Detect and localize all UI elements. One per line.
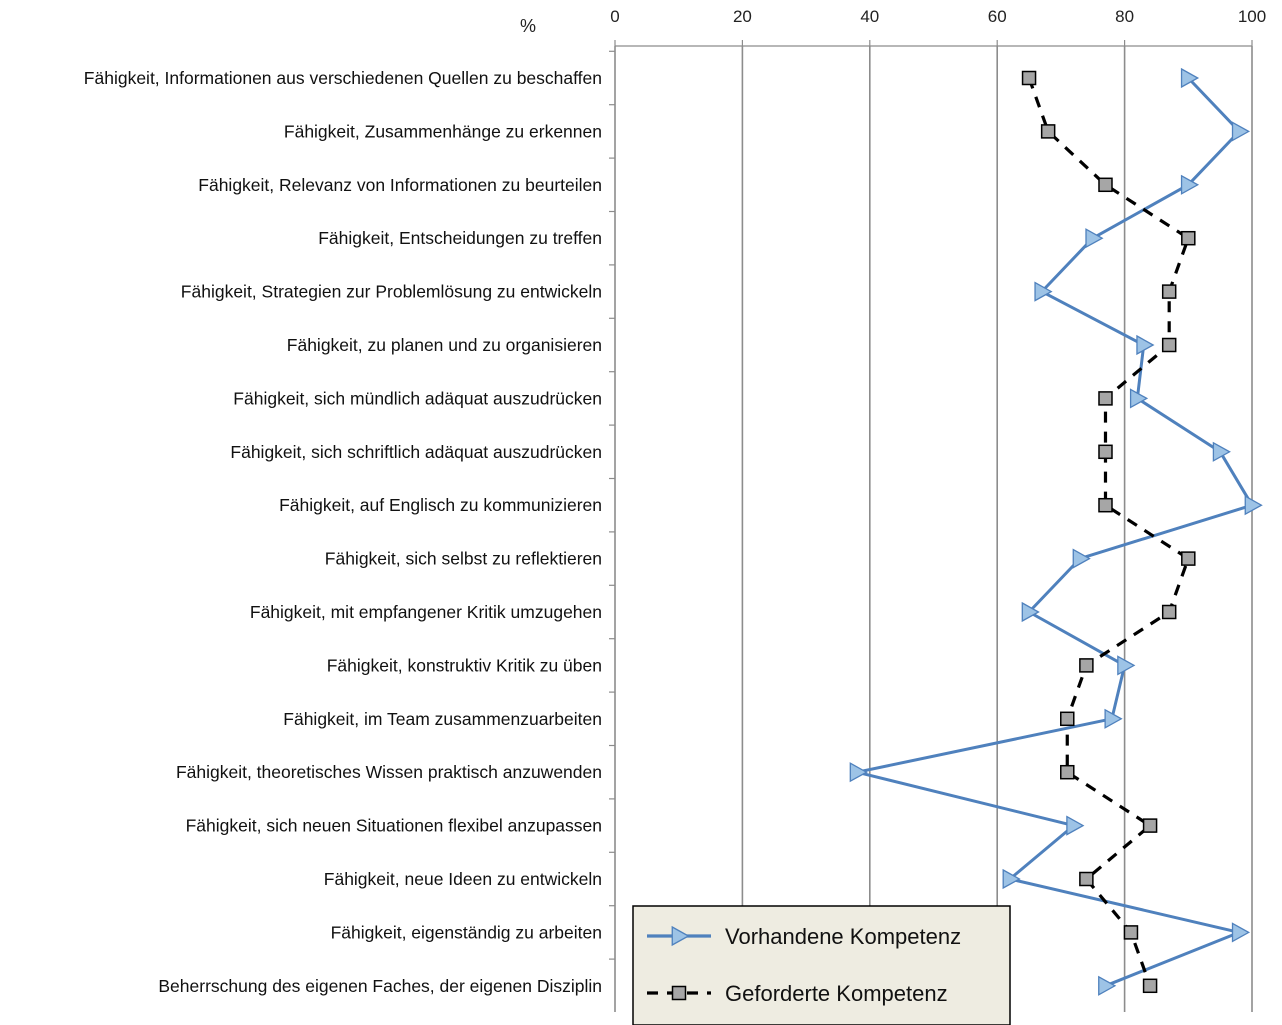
category-label: Fähigkeit, eigenständig zu arbeiten bbox=[331, 922, 602, 942]
axis-layer: 0 20 40 60 80 100% bbox=[520, 7, 1266, 1012]
data-point-triangle bbox=[1180, 67, 1200, 89]
data-point-triangle bbox=[1104, 708, 1123, 729]
data-point-triangle bbox=[1098, 975, 1117, 996]
x-tick-label: 40 bbox=[860, 7, 879, 26]
data-point-square bbox=[1098, 444, 1113, 460]
data-point-triangle bbox=[1231, 121, 1251, 142]
data-point-triangle bbox=[1231, 922, 1251, 943]
legend-triangle-icon bbox=[671, 925, 690, 947]
data-point-square bbox=[1098, 497, 1113, 513]
x-tick-label: 0 bbox=[610, 7, 619, 26]
data-point-square bbox=[1079, 871, 1094, 887]
data-point-triangle bbox=[1129, 388, 1149, 409]
category-label: Fähigkeit, Relevanz von Informationen zu… bbox=[198, 175, 602, 195]
category-label: Fähigkeit, Informationen aus verschieden… bbox=[84, 68, 602, 88]
data-point-square bbox=[1079, 658, 1094, 673]
data-point-square bbox=[1181, 551, 1196, 566]
data-point-square bbox=[1040, 124, 1056, 139]
category-label: Fähigkeit, zu planen und zu organisieren bbox=[287, 335, 602, 355]
unit-label: % bbox=[520, 16, 536, 36]
x-tick-label: 60 bbox=[988, 7, 1007, 26]
category-label: Fähigkeit, sich selbst zu reflektieren bbox=[325, 549, 602, 569]
data-point-triangle bbox=[1180, 174, 1200, 195]
category-label: Fähigkeit, Zusammenhänge zu erkennen bbox=[284, 121, 602, 141]
series-layer bbox=[849, 67, 1263, 996]
x-tick-label: 20 bbox=[733, 7, 752, 26]
series-geforderte bbox=[1021, 70, 1196, 994]
category-label: Fähigkeit, theoretisches Wissen praktisc… bbox=[176, 762, 602, 782]
category-label: Fähigkeit, neue Ideen zu entwickeln bbox=[324, 869, 602, 889]
category-label: Fähigkeit, Entscheidungen zu treffen bbox=[318, 228, 602, 248]
data-point-square bbox=[1142, 978, 1158, 994]
data-point-triangle bbox=[1034, 281, 1053, 302]
series-vorhandene bbox=[849, 67, 1263, 996]
data-point-triangle bbox=[849, 762, 868, 783]
data-point-triangle bbox=[1066, 815, 1085, 836]
data-point-square bbox=[1161, 284, 1177, 299]
legend-label: Vorhandene Kompetenz bbox=[725, 924, 961, 949]
data-point-triangle bbox=[1002, 868, 1021, 890]
data-point-square bbox=[1181, 230, 1196, 246]
data-point-triangle bbox=[1072, 548, 1091, 569]
category-label: Fähigkeit, konstruktiv Kritik zu üben bbox=[327, 655, 602, 675]
category-label: Fähigkeit, sich schriftlich adäquat ausz… bbox=[230, 442, 602, 462]
grid-layer bbox=[741, 46, 1253, 1012]
data-point-square bbox=[1098, 391, 1113, 406]
series-line bbox=[1027, 77, 1190, 987]
category-label: Fähigkeit, im Team zusammenzuarbeiten bbox=[283, 709, 602, 729]
data-point-triangle bbox=[1085, 228, 1104, 249]
data-point-square bbox=[1098, 177, 1113, 193]
label-layer: Fähigkeit, Informationen aus verschieden… bbox=[84, 68, 602, 996]
data-point-triangle bbox=[1021, 601, 1040, 623]
series-line bbox=[855, 76, 1254, 988]
data-point-triangle bbox=[1136, 334, 1155, 356]
legend-box bbox=[632, 905, 1011, 1025]
data-point-triangle bbox=[1117, 655, 1136, 676]
data-point-square bbox=[1021, 70, 1037, 86]
category-label: Beherrschung des eigenen Faches, der eig… bbox=[158, 976, 602, 996]
data-point-square bbox=[1161, 604, 1177, 620]
data-point-square bbox=[1060, 711, 1075, 727]
legend: Vorhandene Kompetenz Geforderte Kompetenz bbox=[632, 905, 1011, 1025]
data-point-square bbox=[1161, 337, 1177, 353]
legend-label: Geforderte Kompetenz bbox=[725, 981, 948, 1006]
category-label: Fähigkeit, sich neuen Situationen flexib… bbox=[186, 816, 602, 836]
data-point-square bbox=[1142, 818, 1158, 833]
legend-square-icon bbox=[671, 985, 687, 1001]
category-label: Fähigkeit, auf Englisch zu kommunizieren bbox=[279, 495, 602, 515]
data-point-square bbox=[1060, 764, 1075, 780]
category-label: Fähigkeit, sich mündlich adäquat auszudr… bbox=[233, 388, 602, 408]
data-point-square bbox=[1123, 925, 1139, 940]
data-point-triangle bbox=[1212, 441, 1231, 462]
x-tick-label: 100 bbox=[1238, 7, 1266, 26]
category-label: Fähigkeit, Strategien zur Problemlösung … bbox=[181, 282, 602, 302]
x-tick-label: 80 bbox=[1115, 7, 1134, 26]
data-point-triangle bbox=[1244, 495, 1263, 516]
category-label: Fähigkeit, mit empfangener Kritik umzuge… bbox=[250, 602, 602, 622]
